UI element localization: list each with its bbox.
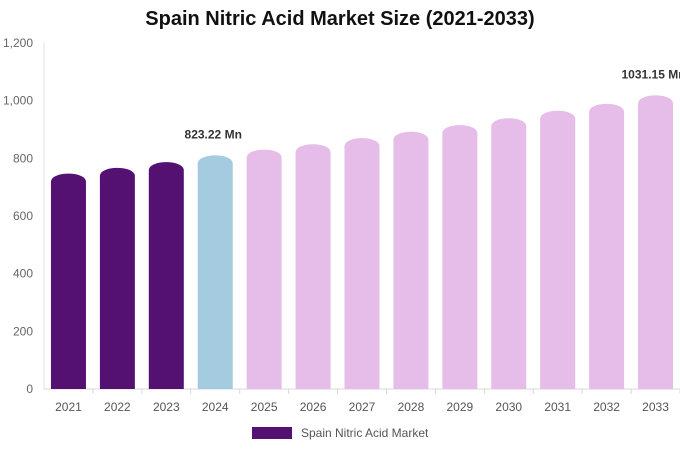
bar-2030 bbox=[491, 118, 527, 390]
bar-2028 bbox=[393, 131, 429, 389]
y-tick-label: 200 bbox=[13, 324, 33, 338]
bar-2022 bbox=[99, 167, 135, 389]
bar-2026 bbox=[295, 144, 331, 389]
bars bbox=[50, 95, 674, 390]
x-tick-label: 2026 bbox=[300, 400, 327, 414]
bar-2024 bbox=[197, 155, 233, 389]
x-tick-label: 2022 bbox=[104, 400, 131, 414]
x-tick-label: 2033 bbox=[642, 400, 669, 414]
data-label: 1031.15 Mn bbox=[622, 68, 680, 82]
x-tick-label: 2030 bbox=[495, 400, 522, 414]
data-label: 823.22 Mn bbox=[185, 128, 242, 142]
legend-label: Spain Nitric Acid Market bbox=[300, 425, 429, 440]
x-axis: 2021 2022 2023 2024 2025 2026 2027 2028 2029 2030… bbox=[44, 388, 680, 414]
y-tick-label: 0 bbox=[26, 382, 33, 396]
bar-2032 bbox=[589, 103, 625, 389]
data-labels: 823.22 Mn 1031.15 Mn bbox=[185, 68, 680, 142]
y-tick-label: 800 bbox=[13, 151, 33, 165]
bar-2031 bbox=[540, 110, 576, 389]
bar-2033 bbox=[638, 95, 674, 389]
y-tick-label: 1,000 bbox=[3, 94, 33, 108]
x-tick-label: 2029 bbox=[446, 400, 473, 414]
bar-2021 bbox=[50, 173, 86, 389]
y-axis: 0 200 400 600 800 1,000 1,200 bbox=[3, 36, 45, 396]
x-tick-label: 2023 bbox=[153, 400, 180, 414]
y-tick-label: 1,200 bbox=[3, 36, 33, 50]
bar-2023 bbox=[148, 162, 184, 389]
x-tick-label: 2032 bbox=[593, 400, 620, 414]
x-tick-label: 2031 bbox=[544, 400, 571, 414]
legend-swatch bbox=[251, 426, 292, 439]
y-tick-label: 400 bbox=[13, 267, 33, 281]
x-tick-label: 2027 bbox=[349, 400, 376, 414]
x-tick-label: 2021 bbox=[55, 400, 82, 414]
x-tick-label: 2028 bbox=[398, 400, 425, 414]
x-tick-label: 2024 bbox=[202, 400, 229, 414]
bar-2029 bbox=[442, 125, 478, 389]
legend: Spain Nitric Acid Market bbox=[0, 425, 680, 440]
chart-title: Spain Nitric Acid Market Size (2021-2033… bbox=[145, 8, 535, 30]
y-tick-label: 600 bbox=[13, 209, 33, 223]
bar-2025 bbox=[246, 149, 282, 389]
bar-2027 bbox=[344, 138, 380, 389]
x-tick-label: 2025 bbox=[251, 400, 278, 414]
